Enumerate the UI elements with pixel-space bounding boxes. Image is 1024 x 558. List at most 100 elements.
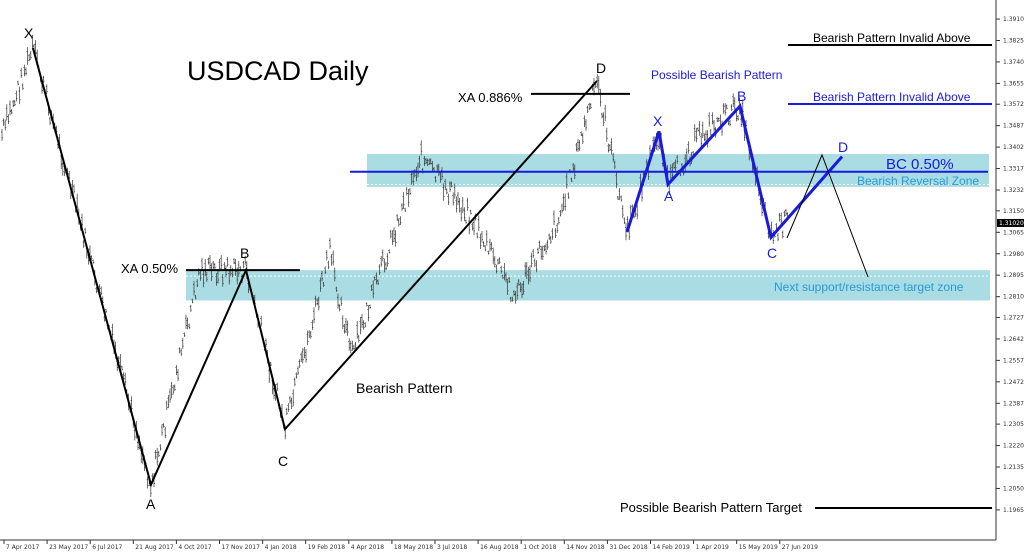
price-bar bbox=[585, 119, 587, 131]
black-point-b-label: B bbox=[240, 245, 249, 261]
black-point-x-label: X bbox=[24, 25, 34, 41]
price-bar bbox=[338, 304, 341, 312]
price-bar bbox=[103, 315, 106, 322]
price-bar bbox=[500, 265, 503, 274]
price-bar bbox=[45, 84, 48, 95]
price-bar bbox=[623, 217, 626, 225]
y-tick-label: 1.36550 bbox=[1003, 80, 1024, 87]
price-bar bbox=[533, 258, 536, 268]
price-bar bbox=[154, 450, 157, 460]
price-bar bbox=[602, 112, 605, 126]
price-bar bbox=[169, 388, 171, 403]
price-bar bbox=[289, 396, 291, 404]
price-bar bbox=[713, 119, 715, 132]
price-bar bbox=[503, 263, 506, 281]
price-bar bbox=[193, 281, 195, 296]
y-tick-label: 1.34875 bbox=[1003, 123, 1024, 130]
price-bar bbox=[695, 127, 698, 143]
price-bar bbox=[597, 76, 600, 94]
price-bar bbox=[780, 212, 783, 224]
bearish-pattern-label: Bearish Pattern bbox=[356, 380, 453, 396]
price-bar bbox=[201, 257, 203, 271]
price-bar bbox=[725, 104, 728, 110]
price-bar bbox=[570, 177, 573, 183]
price-bar bbox=[367, 305, 370, 322]
price-bar bbox=[362, 320, 365, 330]
price-bar bbox=[572, 163, 575, 172]
price-bar bbox=[537, 247, 539, 254]
price-bar bbox=[327, 260, 330, 270]
price-bar bbox=[185, 314, 187, 329]
x-tick-label: 15 May 2019 bbox=[739, 544, 778, 551]
price-bar bbox=[524, 262, 527, 277]
price-bar bbox=[353, 344, 355, 351]
price-bar bbox=[276, 382, 279, 391]
price-bar bbox=[425, 157, 427, 165]
price-bar bbox=[210, 263, 213, 281]
price-bar bbox=[377, 279, 379, 286]
price-bar bbox=[301, 347, 304, 364]
blue-point-d-label: D bbox=[838, 139, 848, 155]
price-bar bbox=[490, 242, 493, 251]
price-bar bbox=[492, 247, 495, 265]
price-bar bbox=[196, 279, 199, 288]
price-bar bbox=[375, 272, 378, 285]
price-bar bbox=[380, 255, 383, 267]
price-bar bbox=[217, 269, 219, 284]
price-bar bbox=[453, 183, 456, 199]
price-bar bbox=[300, 352, 303, 363]
price-bar bbox=[447, 193, 450, 206]
price-bar bbox=[191, 298, 194, 304]
x-tick-label: 4 Apr 2018 bbox=[351, 544, 384, 551]
y-tick-label: 1.22200 bbox=[1003, 443, 1024, 450]
x-tick-label: 18 May 2018 bbox=[394, 544, 433, 551]
price-bar bbox=[73, 184, 75, 194]
price-bar bbox=[426, 158, 429, 167]
price-bar bbox=[21, 83, 24, 91]
price-bar bbox=[26, 47, 29, 65]
price-bar bbox=[497, 258, 499, 265]
price-bar bbox=[417, 162, 419, 178]
price-bar bbox=[159, 444, 162, 451]
price-bar bbox=[436, 164, 439, 171]
price-bar bbox=[605, 127, 608, 142]
price-bar bbox=[431, 160, 434, 172]
price-bar bbox=[269, 361, 272, 366]
x-tick-label: 3 Jul 2018 bbox=[437, 544, 467, 551]
price-bar bbox=[612, 152, 615, 162]
price-bar bbox=[122, 372, 125, 381]
price-bar bbox=[458, 197, 461, 213]
price-bar bbox=[415, 166, 418, 182]
price-bar bbox=[711, 112, 714, 125]
x-tick-label: 1 Apr 2019 bbox=[696, 544, 729, 551]
price-bar bbox=[314, 295, 317, 307]
price-bar bbox=[716, 117, 719, 123]
price-bar bbox=[391, 230, 394, 245]
y-tick-label: 1.20500 bbox=[1003, 485, 1024, 492]
price-bar bbox=[61, 159, 64, 176]
price-bar bbox=[361, 313, 363, 328]
price-bar bbox=[781, 230, 784, 239]
black-invalid-label: Bearish Pattern Invalid Above bbox=[813, 31, 971, 45]
price-bar bbox=[1, 129, 3, 141]
price-bar bbox=[370, 284, 373, 292]
price-bar bbox=[343, 323, 346, 334]
price-bar bbox=[20, 67, 23, 78]
price-bar bbox=[90, 255, 93, 260]
price-bar bbox=[181, 337, 184, 349]
price-bar bbox=[82, 240, 85, 248]
price-bar bbox=[188, 323, 191, 329]
price-bar bbox=[17, 80, 19, 86]
price-bar bbox=[697, 127, 699, 132]
price-bar bbox=[324, 266, 327, 275]
price-bar bbox=[437, 163, 440, 177]
bc-050-label: BC 0.50% bbox=[886, 156, 954, 173]
price-bar bbox=[473, 218, 475, 236]
price-bar bbox=[469, 209, 472, 215]
price-bar bbox=[177, 369, 179, 382]
price-bar bbox=[164, 427, 167, 439]
price-bar bbox=[397, 218, 400, 227]
price-bar bbox=[553, 210, 555, 226]
price-bar bbox=[442, 183, 445, 201]
